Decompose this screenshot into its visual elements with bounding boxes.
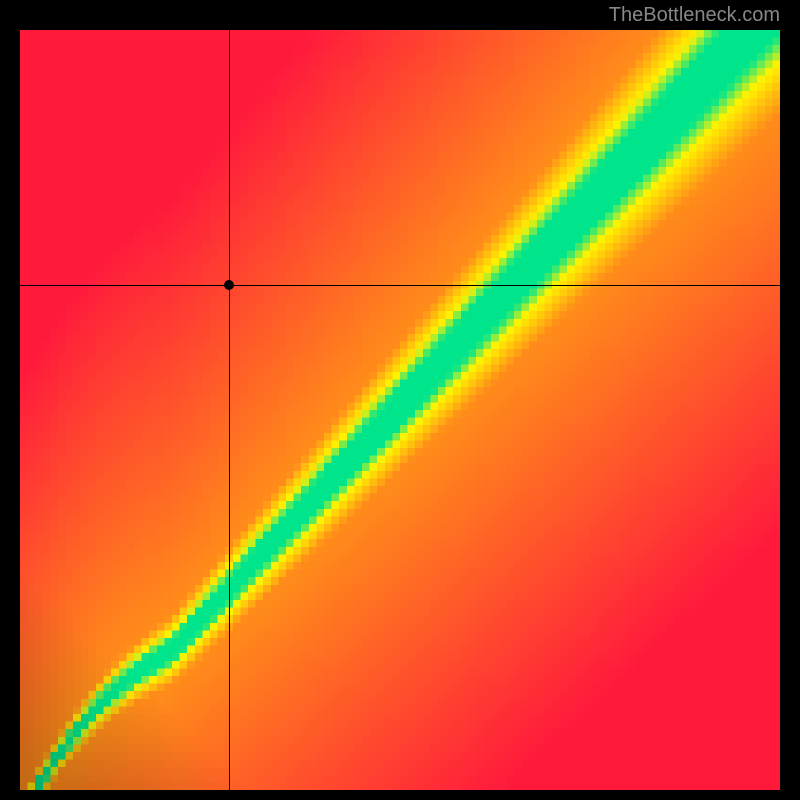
crosshair-vertical bbox=[229, 30, 230, 790]
marker-dot bbox=[224, 280, 234, 290]
crosshair-horizontal bbox=[20, 285, 780, 286]
watermark-text: TheBottleneck.com bbox=[609, 4, 780, 27]
heatmap-canvas bbox=[20, 30, 780, 790]
bottleneck-heatmap bbox=[20, 30, 780, 790]
